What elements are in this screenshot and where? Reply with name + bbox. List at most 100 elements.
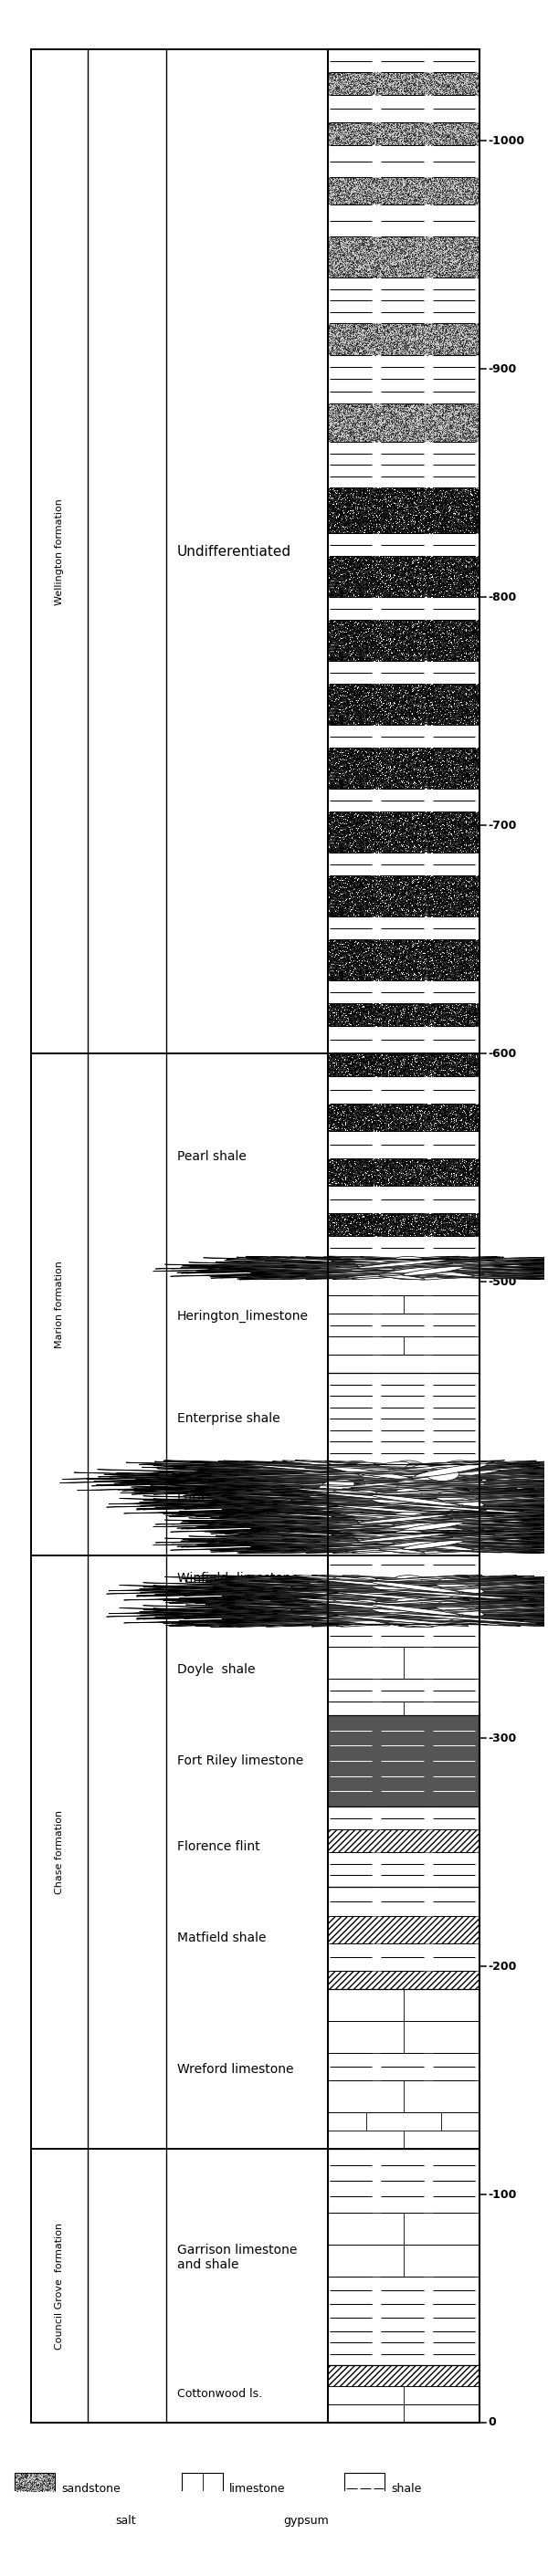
Point [392,863,401,904]
Point [444,536,453,577]
Point [361,747,369,788]
Point [374,616,383,657]
Point [418,884,426,925]
Point [377,935,386,976]
Point [440,629,449,670]
Point [470,1087,478,1128]
Point [338,951,347,992]
Point [77,2494,85,2535]
Point [468,1036,477,1077]
Point [452,670,460,711]
Point [339,871,348,912]
Point [361,415,369,456]
Point [356,863,365,904]
Point [397,412,406,453]
Point [452,621,460,662]
Point [345,940,353,981]
Point [441,824,450,866]
Ellipse shape [148,1502,543,1515]
Point [447,1208,455,1249]
Point [364,881,373,922]
Point [332,860,340,902]
Point [454,1051,463,1092]
Point [438,242,447,283]
Point [474,881,483,922]
Point [392,1090,401,1131]
Point [343,737,352,778]
Point [355,1103,363,1144]
Point [457,696,466,737]
Point [444,878,453,920]
Point [459,696,467,737]
Point [358,930,367,971]
Point [362,505,370,546]
Point [334,796,343,837]
Point [324,1092,333,1133]
Point [405,1195,414,1236]
Point [383,1157,392,1198]
Point [454,1084,463,1126]
Point [474,1090,483,1131]
Point [360,809,369,850]
Point [337,876,346,917]
Point [358,605,367,647]
Point [452,703,460,744]
Point [333,940,341,981]
Point [427,538,436,580]
Point [352,675,361,716]
Point [358,546,367,587]
Point [411,817,420,858]
Point [396,693,405,734]
Point [471,822,480,863]
Point [344,801,352,842]
Point [423,891,431,933]
Point [334,469,343,510]
Point [342,1092,351,1133]
Point [454,384,463,425]
Point [333,577,341,618]
Point [346,1043,355,1084]
Point [407,1211,416,1252]
Point [350,1139,358,1180]
Point [448,1092,456,1133]
Point [418,755,427,796]
Point [391,611,399,652]
Point [340,621,349,662]
Point [328,492,336,533]
Point [355,819,364,860]
Point [390,1002,398,1043]
Point [408,631,416,672]
Point [340,878,349,920]
Point [406,999,415,1041]
Point [384,824,392,866]
Point [351,237,360,278]
Point [409,1208,418,1249]
Point [350,407,359,448]
Point [341,1149,350,1190]
Point [473,953,482,994]
Point [360,404,369,446]
Point [349,489,357,531]
Point [430,677,438,719]
Point [406,737,414,778]
Point [470,1108,478,1149]
Point [383,672,391,714]
Point [469,1048,477,1090]
Point [341,562,350,603]
Point [381,631,390,672]
Point [368,487,376,528]
Point [381,572,390,613]
Point [325,1054,334,1095]
Point [334,992,343,1033]
Point [433,618,442,659]
Point [469,796,477,837]
Point [373,752,381,793]
Point [344,994,353,1036]
Point [411,866,420,907]
Point [346,389,355,430]
Point [454,696,463,737]
Point [455,608,464,649]
Point [414,858,423,899]
Point [425,824,434,866]
Point [396,1206,404,1247]
